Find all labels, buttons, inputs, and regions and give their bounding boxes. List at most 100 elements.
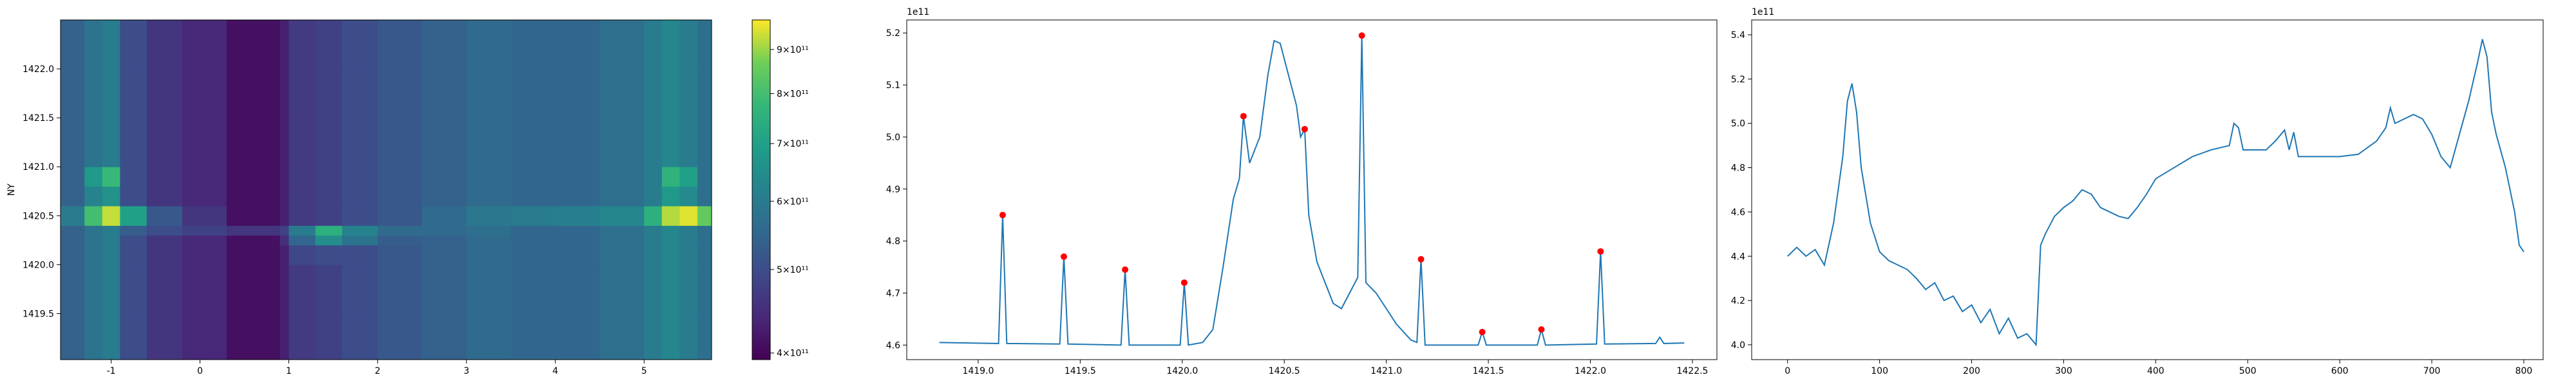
heatmap-cell	[377, 313, 422, 360]
heatmap-cell	[102, 118, 120, 167]
y-tick-label: 5.1	[886, 80, 900, 91]
heatmap-cell	[61, 244, 85, 265]
heatmap-cell	[84, 313, 103, 360]
heatmap-cell	[466, 186, 511, 207]
heatmap-cell	[644, 186, 663, 207]
colorbar-tick-label: 6×10¹¹	[777, 197, 809, 207]
x-tick-label: 100	[1871, 366, 1888, 376]
y-tick-label: 5.2	[886, 28, 900, 39]
heatmap-cell	[102, 69, 120, 118]
heatmap-cell	[315, 69, 343, 118]
heatmap-cell	[226, 225, 281, 236]
heatmap-cell	[679, 167, 698, 187]
heatmap-cell	[342, 244, 378, 265]
peak-marker	[1479, 329, 1486, 336]
heatmap-cell	[644, 313, 663, 360]
x-tick-label: 1422.5	[1676, 366, 1708, 376]
heatmap-cell	[555, 206, 600, 226]
heatmap-cell	[555, 244, 600, 265]
x-tick-label: 1421.0	[1370, 366, 1402, 376]
heatmap-cell	[182, 264, 227, 314]
heatmap-cell	[342, 118, 378, 167]
heatmap-cell	[182, 225, 227, 236]
x-tick-label: 1419.0	[962, 366, 994, 376]
y-tick-label: 1419.5	[23, 309, 54, 319]
heatmap-cell	[466, 167, 511, 187]
heatmap-cell	[120, 313, 147, 360]
heatmap-cell	[182, 313, 227, 360]
heatmap-cell	[422, 167, 467, 187]
x-tick-label: 5	[641, 366, 647, 376]
heatmap-cell	[422, 186, 467, 207]
heatmap-cell	[289, 167, 316, 187]
y-tick-label: 4.2	[1731, 296, 1745, 306]
heatmap-cell	[466, 264, 511, 314]
heatmap-cell	[146, 186, 183, 207]
heatmap-cell	[289, 20, 316, 69]
y-tick-label: 1422.0	[23, 64, 54, 75]
heatmap-cell	[422, 118, 467, 167]
heatmap-cell	[600, 167, 645, 187]
heatmap-cell	[289, 118, 316, 167]
heatmap-cell	[466, 244, 511, 265]
heatmap-cell	[226, 206, 281, 226]
heatmap-cell	[279, 69, 289, 118]
heatmap-cell	[511, 313, 556, 360]
heatmap-cell	[600, 264, 645, 314]
heatmap-cell	[466, 69, 511, 118]
heatmap-cell	[289, 206, 316, 226]
heatmap-cell	[315, 186, 343, 207]
y-tick-label: 4.6	[886, 340, 900, 351]
heatmap-cell	[555, 20, 600, 69]
y-tick-label: 1420.0	[23, 260, 54, 270]
x-tick-label: 1420.5	[1269, 366, 1300, 376]
heatmap-cell	[511, 167, 556, 187]
heatmap-cell	[279, 235, 289, 246]
heatmap-cell	[102, 264, 120, 314]
heatmap-cell	[644, 225, 663, 236]
heatmap-cell	[661, 20, 680, 69]
heatmap-cell	[422, 235, 467, 246]
heatmap-cell	[102, 235, 120, 246]
heatmap-cell	[377, 225, 422, 236]
heatmap-cell	[377, 264, 422, 314]
heatmap-cell	[315, 264, 343, 314]
heatmap-cell	[679, 20, 698, 69]
heatmap-cell	[600, 225, 645, 236]
heatmap-cell	[466, 235, 511, 246]
heatmap-cell	[679, 69, 698, 118]
heatmap-cell	[697, 118, 712, 167]
heatmap-cell	[342, 186, 378, 207]
y-tick-label: 4.8	[886, 237, 900, 247]
heatmap-cell	[422, 225, 467, 236]
x-tick-label: 800	[2515, 366, 2533, 376]
heatmap-cell	[555, 235, 600, 246]
heatmap-cell	[120, 264, 147, 314]
heatmap-cell	[289, 264, 316, 314]
heatmap-cell	[315, 313, 343, 360]
peak-marker	[1240, 113, 1247, 120]
heatmap-cell	[555, 225, 600, 236]
heatmap-cell	[697, 69, 712, 118]
heatmap-cell	[61, 118, 85, 167]
heatmap-cell	[600, 244, 645, 265]
x-tick-label: 1420.0	[1166, 366, 1198, 376]
heatmap-cell	[377, 167, 422, 187]
colorbar-tick-label: 9×10¹¹	[777, 45, 809, 55]
heatmap-cell	[315, 167, 343, 187]
heatmap-cell	[182, 244, 227, 265]
heatmap-cell	[61, 313, 85, 360]
heatmap-cell	[600, 118, 645, 167]
heatmap-cell	[146, 264, 183, 314]
heatmap-cell	[146, 206, 183, 226]
heatmap-cell	[697, 264, 712, 314]
heatmap-cell	[679, 118, 698, 167]
y-tick-label: 4.8	[1731, 163, 1745, 174]
heatmap-cell	[226, 186, 281, 207]
heatmap-cell	[466, 206, 511, 226]
y-tick-label: 1421.5	[23, 113, 54, 124]
heatmap-cell	[146, 20, 183, 69]
heatmap-cell	[422, 69, 467, 118]
heatmap-cell	[289, 235, 316, 246]
colorbar-tick-label: 7×10¹¹	[777, 139, 809, 149]
